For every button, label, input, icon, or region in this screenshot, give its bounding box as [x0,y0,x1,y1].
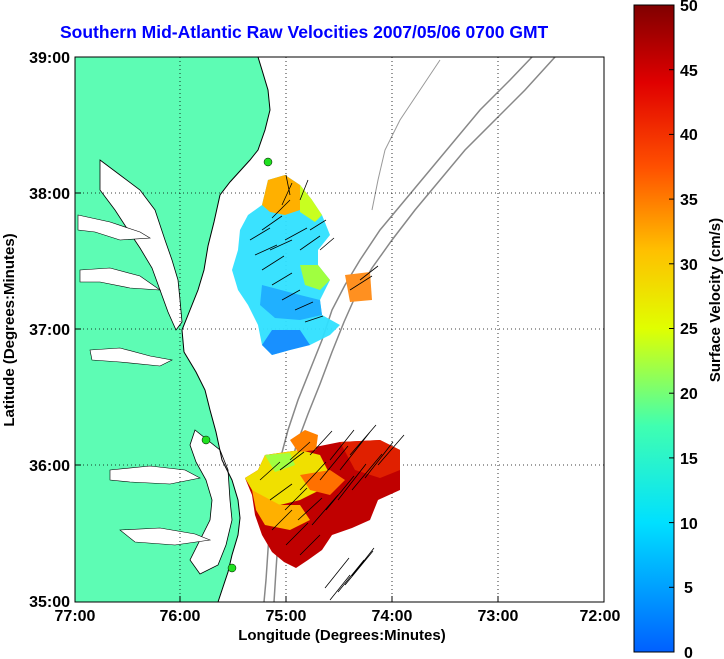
colorbar-tick-label: 35 [680,192,698,209]
bay-inlet-2 [79,267,162,291]
colorbar-tick-label: 5 [684,580,693,597]
grid-lines [75,57,604,602]
colorbar-tick-label: 25 [680,321,698,338]
colorbar-tick-label: 0 [684,645,693,659]
axis-ticks [75,192,499,602]
colorbar-label: Surface Velocity (cm/s) [707,218,724,382]
y-tick-label: 35:00 [29,594,70,611]
velocity-vectors [249,174,405,601]
station-icon [263,157,273,167]
albemarle-sound [109,465,201,485]
x-tick-label: 73:00 [478,608,519,625]
station-markers [201,157,273,573]
x-tick-label: 76:00 [160,608,201,625]
colorbar-tick-label: 10 [680,516,698,533]
colorbar-tick-label: 15 [680,451,698,468]
colorbar-tick-label: 40 [680,127,698,144]
y-tick-label: 37:00 [29,322,70,339]
y-tick-label: 39:00 [29,50,70,67]
bay-inlet-1 [77,214,151,241]
x-axis-label: Longitude (Degrees:Minutes) [238,627,446,644]
station-icon [227,563,237,573]
coastline [181,57,271,602]
bay-inlet-3 [89,347,173,367]
colorbar-ticks [669,4,674,588]
pamlico-sound [189,429,233,575]
map-title: Southern Mid-Atlantic Raw Velocities 200… [60,22,549,42]
colorbar [633,4,675,653]
chesapeake-bay [99,159,183,331]
velocity-field-north [232,175,372,355]
x-tick-label: 77:00 [55,608,96,625]
bathymetry-contour [371,59,441,211]
colorbar-tick-label: 30 [680,257,698,274]
station-icon [201,435,211,445]
x-tick-label: 72:00 [580,608,621,625]
y-tick-label: 38:00 [29,186,70,203]
colorbar-tick-label: 20 [680,386,698,403]
colorbar-tick-label: 45 [680,63,698,80]
x-tick-label: 74:00 [372,608,413,625]
colorbar-tick-label: 50 [680,0,698,15]
y-axis-label: Latitude (Degrees:Minutes) [1,233,18,426]
x-tick-label: 75:00 [266,608,307,625]
pamlico-river [119,527,212,546]
map-plot [75,57,604,602]
y-tick-label: 36:00 [29,458,70,475]
